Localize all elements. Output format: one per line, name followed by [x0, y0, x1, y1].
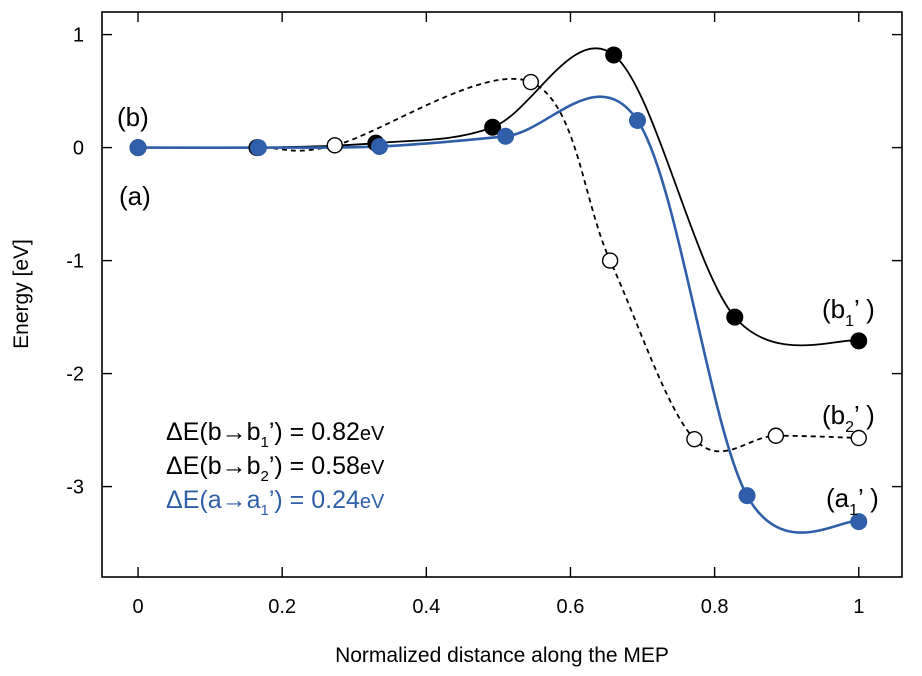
label-b-start: (b)	[117, 102, 149, 132]
series-b2-line	[138, 77, 859, 453]
series-b1-point	[484, 118, 502, 136]
series-layer	[129, 46, 868, 534]
x-tick-label: 0.4	[412, 596, 440, 618]
series-b2-point	[326, 137, 343, 154]
series-b2-point	[767, 427, 785, 444]
series-a1-point	[370, 137, 388, 155]
series-a1-point	[850, 513, 868, 531]
series-a1-point	[249, 139, 267, 157]
series-b2-point	[686, 430, 703, 448]
label-a-start: (a)	[119, 181, 151, 211]
x-axis-label: Normalized distance along the MEP	[335, 644, 669, 667]
label-layer: Normalized distance along the MEP Energy…	[10, 102, 879, 667]
series-b2-point	[601, 252, 619, 269]
y-tick-label: -3	[66, 477, 84, 499]
x-tick-label: 0.2	[268, 596, 296, 618]
series-a1-point	[628, 111, 646, 129]
label-b1-end: (b1’ )	[822, 294, 875, 330]
delta-e-a1-text: ΔE(a→a1’) = 0.24eV	[166, 486, 385, 519]
series-b1-line	[138, 47, 859, 347]
x-tick-label: 0.8	[701, 596, 729, 618]
y-tick-label: -1	[66, 251, 84, 273]
x-tick-label: 0	[132, 596, 143, 618]
y-axis-label: Energy [eV]	[10, 239, 33, 349]
series-b1-point	[605, 46, 623, 64]
series-b1-point	[726, 308, 744, 326]
y-tick-label: -2	[66, 364, 84, 386]
series-a1-point	[497, 127, 515, 145]
series-a1-point	[738, 487, 756, 505]
axis-ticks: 0 0.2 0.4 0.6 0.8 1 1 0 -1 -2 -3	[66, 12, 902, 618]
series-b2-point	[850, 429, 867, 447]
delta-e-b1-text: ΔE(b→b1’) = 0.82eV	[166, 418, 385, 451]
x-tick-label: 1	[853, 596, 864, 618]
delta-e-b2-text: ΔE(b→b2’) = 0.58eV	[166, 452, 385, 485]
y-tick-label: 1	[73, 25, 84, 47]
x-tick-label: 0.6	[557, 596, 585, 618]
series-a1-point	[129, 139, 147, 157]
series-b1-point	[850, 332, 868, 350]
plot-frame	[101, 11, 903, 578]
label-b2-end: (b2’ )	[822, 400, 875, 436]
y-tick-label: 0	[73, 138, 84, 160]
series-b2-point	[522, 73, 540, 91]
label-a1-end: (a1’ )	[826, 483, 879, 519]
